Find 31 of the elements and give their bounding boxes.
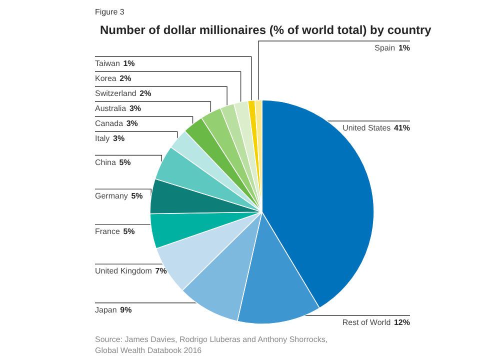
data-label: 3% — [113, 134, 125, 144]
slice-label: Switzerland — [95, 89, 136, 98]
slice-label: Taiwan — [95, 59, 120, 68]
data-label: 1% — [398, 44, 410, 52]
data-label: 2% — [120, 74, 132, 84]
slice-label: China — [95, 158, 116, 167]
data-label: 3% — [126, 119, 138, 128]
data-label: 1% — [123, 59, 135, 68]
source-note: Source: James Davies, Rodrigo Lluberas and Anthony Shorrocks, Global Wealth Databook 2016 — [95, 335, 328, 355]
data-label: 9% — [120, 305, 132, 314]
data-label: 12% — [394, 318, 410, 328]
slice-label: Germany — [95, 192, 128, 201]
data-label: 5% — [131, 192, 143, 201]
chart-title: Number of dollar millionaires (% of world total) by country — [100, 23, 432, 37]
slice-label: United Kingdom — [95, 266, 152, 276]
slice-label: Italy — [95, 134, 110, 144]
slice-label: Spain — [374, 44, 396, 52]
slice-label: Korea — [95, 74, 117, 84]
data-label: 2% — [140, 89, 152, 98]
data-label: 5% — [119, 158, 131, 167]
data-label: 7% — [155, 266, 167, 276]
data-label: 3% — [129, 104, 142, 114]
caption: Figure 3 — [95, 8, 125, 16]
data-label: 5% — [123, 226, 135, 236]
slice-label: Canada — [95, 119, 124, 128]
slice-label: United States — [342, 124, 391, 132]
slice-label: France — [95, 226, 120, 236]
data-label: 41% — [394, 124, 410, 132]
slice-label: Japan — [95, 305, 117, 314]
slice-label: Rest of World — [342, 318, 391, 328]
slice-label: Australia — [95, 104, 127, 114]
